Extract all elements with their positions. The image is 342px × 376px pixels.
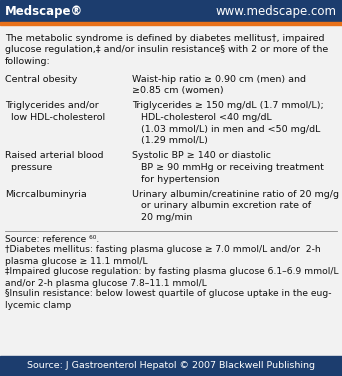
Text: glucose regulation,‡ and/or insulin resistance§ with 2 or more of the: glucose regulation,‡ and/or insulin resi… xyxy=(5,45,328,55)
Text: www.medscape.com: www.medscape.com xyxy=(216,5,337,18)
Bar xyxy=(0,0,342,22)
Text: lycemic clamp: lycemic clamp xyxy=(5,300,71,309)
Text: Waist-hip ratio ≥ 0.90 cm (men) and: Waist-hip ratio ≥ 0.90 cm (men) and xyxy=(132,74,306,83)
Text: Source: J Gastroenterol Hepatol © 2007 Blackwell Publishing: Source: J Gastroenterol Hepatol © 2007 B… xyxy=(27,361,315,370)
Text: Micrсalbuminуria: Micrсalbuminуria xyxy=(5,190,87,199)
Text: pressure: pressure xyxy=(5,163,52,172)
Text: HDL-cholesterol <40 mg/dL: HDL-cholesterol <40 mg/dL xyxy=(132,113,272,122)
Text: 20 mg/min: 20 mg/min xyxy=(132,213,192,222)
Text: BP ≥ 90 mmHg or receiving treatment: BP ≥ 90 mmHg or receiving treatment xyxy=(132,163,324,172)
Text: †Diabetes mellitus: fasting plasma glucose ≥ 7.0 mmol/L and/or  2-h: †Diabetes mellitus: fasting plasma gluco… xyxy=(5,246,321,255)
Text: Medscape®: Medscape® xyxy=(5,5,83,18)
Text: for hypertension: for hypertension xyxy=(132,174,220,183)
Bar xyxy=(0,356,342,376)
Bar xyxy=(0,22,342,25)
Text: ≥0.85 cm (women): ≥0.85 cm (women) xyxy=(132,86,224,95)
Text: Triglycerides ≥ 150 mg/dL (1.7 mmol/L);: Triglycerides ≥ 150 mg/dL (1.7 mmol/L); xyxy=(132,102,324,111)
Text: ‡Impaired glucose regulation: by fasting plasma glucose 6.1–6.9 mmol/L: ‡Impaired glucose regulation: by fasting… xyxy=(5,267,339,276)
Text: §Insulin resistance: below lowest quartile of glucose uptake in the eug-: §Insulin resistance: below lowest quarti… xyxy=(5,290,331,299)
Text: The metabolic syndrome is defined by diabetes mellitus†, impaired: The metabolic syndrome is defined by dia… xyxy=(5,34,325,43)
Text: plasma glucose ≥ 11.1 mmol/L: plasma glucose ≥ 11.1 mmol/L xyxy=(5,256,147,265)
Text: Urinary albumin/creatinine ratio of 20 mg/g: Urinary albumin/creatinine ratio of 20 m… xyxy=(132,190,339,199)
Text: Triglycerides and/or: Triglycerides and/or xyxy=(5,102,99,111)
Text: Systolic BP ≥ 140 or diastolic: Systolic BP ≥ 140 or diastolic xyxy=(132,152,271,161)
Text: Raised arterial blood: Raised arterial blood xyxy=(5,152,104,161)
Text: following:: following: xyxy=(5,57,51,66)
Text: Source: reference ⁶⁰.: Source: reference ⁶⁰. xyxy=(5,235,99,244)
Text: (1.29 mmol/L): (1.29 mmol/L) xyxy=(132,136,208,145)
Text: Central obesity: Central obesity xyxy=(5,74,77,83)
Text: and/or 2-h plasma glucose 7.8–11.1 mmol/L: and/or 2-h plasma glucose 7.8–11.1 mmol/… xyxy=(5,279,207,288)
Text: low HDL-cholesterol: low HDL-cholesterol xyxy=(5,113,105,122)
Text: (1.03 mmol/L) in men and <50 mg/dL: (1.03 mmol/L) in men and <50 mg/dL xyxy=(132,124,320,133)
Text: or urinary albumin excretion rate of: or urinary albumin excretion rate of xyxy=(132,202,311,211)
